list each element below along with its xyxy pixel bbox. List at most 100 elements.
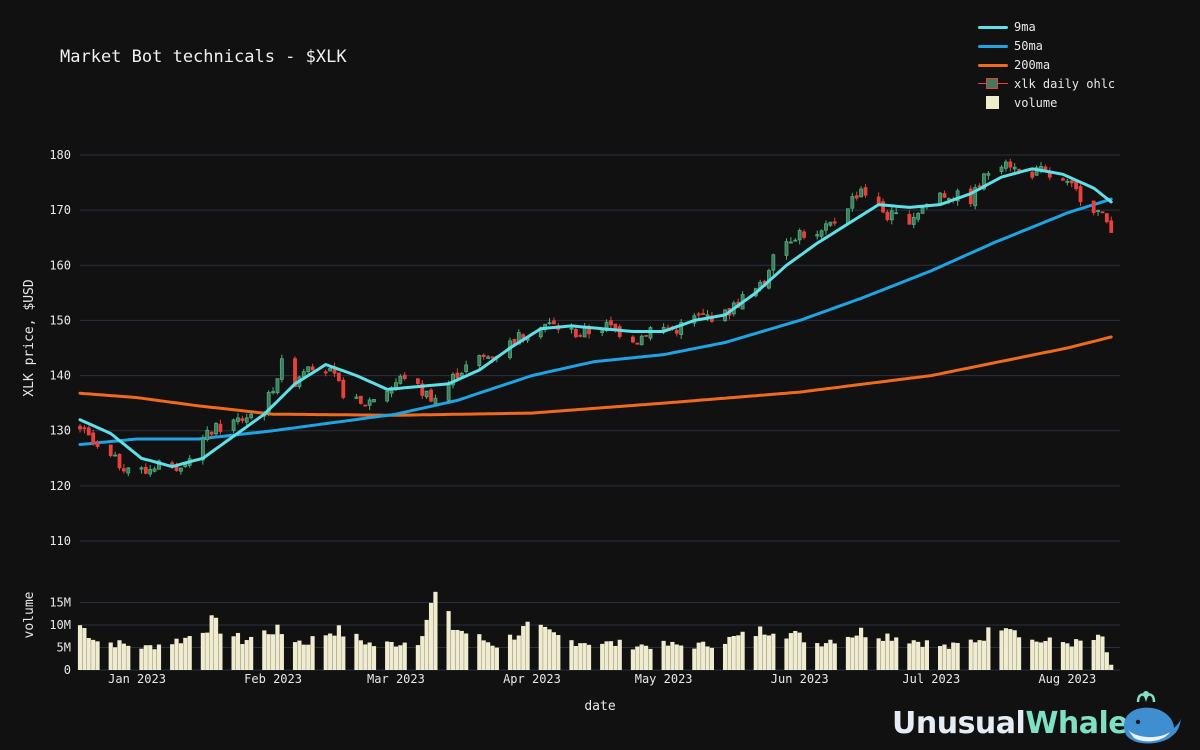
- volume-bar: [371, 646, 377, 670]
- candle-body: [354, 396, 359, 399]
- unusual-whales-logo: UnusualWhales: [892, 706, 1146, 741]
- volume-bar: [793, 630, 798, 670]
- volume-bar: [297, 640, 302, 670]
- volume-bar: [942, 644, 947, 670]
- volume-bar: [578, 643, 583, 670]
- volume-bar: [758, 626, 763, 670]
- candle-body: [236, 417, 240, 422]
- volume-bar: [310, 636, 315, 670]
- candle-body: [639, 335, 644, 346]
- volume-bar: [86, 638, 91, 670]
- volume-bar: [244, 640, 249, 670]
- volume-bar: [832, 643, 837, 670]
- volume-bar: [117, 640, 122, 670]
- candle-body: [108, 444, 113, 456]
- whale-icon: [1124, 691, 1181, 744]
- volume-bar: [643, 645, 649, 670]
- candle-body: [424, 390, 429, 398]
- volume-tick-label: 10M: [49, 618, 71, 632]
- volume-bar: [415, 645, 420, 670]
- candle-body: [477, 355, 482, 366]
- candle-body: [635, 342, 640, 345]
- volume-bar: [240, 644, 245, 670]
- candle-body: [797, 230, 802, 241]
- candle-body: [121, 468, 126, 472]
- legend-item-50ma[interactable]: 50ma: [978, 36, 1115, 55]
- volume-bar: [771, 633, 776, 670]
- volume-bar: [766, 635, 772, 670]
- volume-bar: [854, 635, 859, 670]
- volume-bar: [880, 640, 886, 670]
- volume-bar: [784, 638, 789, 670]
- volume-bar: [428, 602, 434, 670]
- candle-body: [1030, 171, 1035, 178]
- legend-item-ohlc[interactable]: xlk daily ohlc: [978, 74, 1115, 93]
- volume-bar: [113, 647, 118, 670]
- candle-body: [113, 454, 118, 457]
- volume-bar: [231, 636, 236, 670]
- candle-body: [200, 438, 205, 461]
- x-tick-label: May 2023: [635, 672, 693, 686]
- volume-bar: [507, 634, 513, 670]
- volume-bar: [894, 637, 899, 670]
- candle-body: [876, 196, 881, 204]
- volume-bar: [885, 633, 890, 670]
- volume-bar: [1104, 652, 1109, 670]
- candle-body: [455, 372, 460, 379]
- candle-body: [916, 213, 921, 220]
- candle-body: [885, 211, 890, 221]
- candle-body: [179, 467, 183, 472]
- candle-body: [310, 366, 315, 371]
- volume-bar: [367, 642, 372, 670]
- candle-body: [547, 322, 552, 325]
- volume-bar: [551, 632, 557, 670]
- candle-body: [1104, 213, 1109, 223]
- volume-bar: [218, 633, 223, 670]
- candle-body: [205, 429, 210, 441]
- x-tick-label: Jan 2023: [108, 672, 166, 686]
- candle-body: [420, 383, 425, 396]
- candle-body: [573, 328, 578, 338]
- candle-body: [126, 467, 131, 474]
- volume-bar: [600, 643, 605, 670]
- volume-bar: [398, 645, 403, 670]
- volume-bar: [341, 636, 346, 670]
- volume-bar: [679, 645, 684, 670]
- candle-body: [881, 201, 885, 213]
- volume-tick-label: 15M: [49, 596, 71, 610]
- volume-bar: [815, 643, 820, 670]
- volume-bar: [358, 640, 363, 670]
- ma50-line-layer: [78, 197, 1113, 446]
- candle-body: [402, 374, 407, 379]
- volume-bar: [174, 638, 179, 670]
- volume-bar: [1109, 664, 1114, 670]
- volume-bar: [266, 634, 271, 670]
- legend-item-volume[interactable]: volume: [978, 93, 1115, 112]
- legend: 9ma 50ma 200ma xlk daily ohlc volume: [978, 17, 1115, 112]
- candle-body: [275, 378, 280, 394]
- volume-bar: [389, 641, 394, 670]
- volume-bar: [121, 643, 126, 670]
- volume-bar: [464, 633, 469, 670]
- candle-body: [490, 356, 495, 359]
- volume-bar: [91, 639, 96, 670]
- legend-label: 9ma: [1014, 19, 1036, 34]
- legend-item-9ma[interactable]: 9ma: [978, 17, 1115, 36]
- volume-bar: [639, 644, 644, 670]
- gridlines: [80, 154, 1120, 671]
- volume-bar: [586, 644, 592, 670]
- candle-body: [218, 423, 223, 432]
- candle-body: [91, 432, 96, 445]
- candle-body: [231, 419, 236, 431]
- volume-bar: [275, 624, 280, 670]
- x-tick-label: Mar 2023: [367, 672, 425, 686]
- candle-body: [157, 460, 161, 470]
- legend-item-200ma[interactable]: 200ma: [978, 55, 1115, 74]
- volume-bar: [450, 629, 456, 670]
- volume-bar: [1038, 642, 1044, 670]
- candle-body: [679, 322, 684, 335]
- volume-bar: [249, 636, 254, 670]
- candle-body: [889, 210, 894, 221]
- volume-bar: [648, 648, 653, 670]
- volume-bar: [920, 646, 925, 670]
